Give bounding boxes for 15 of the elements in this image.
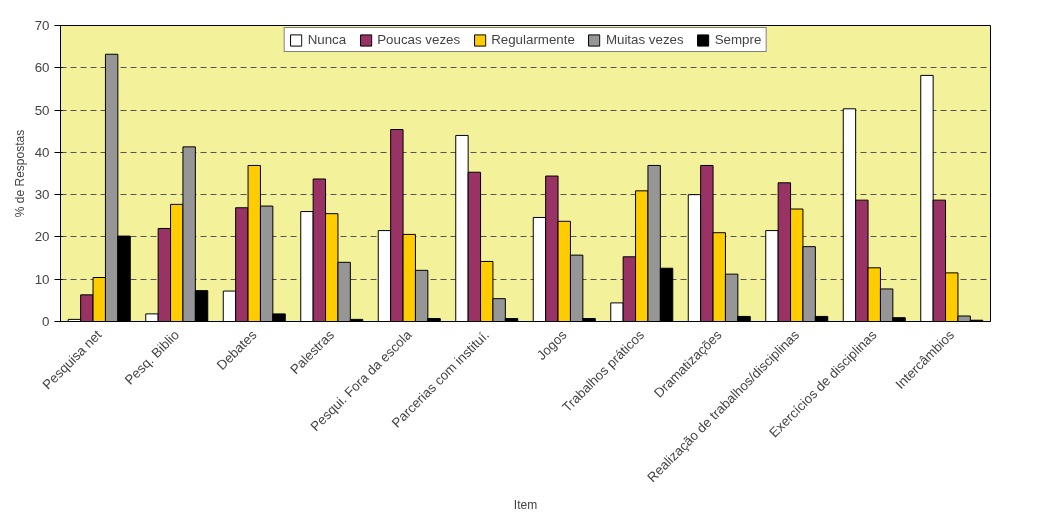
y-tick-label: 0 xyxy=(42,314,50,329)
y-tick-label: 10 xyxy=(34,271,50,287)
legend-label: Sempre xyxy=(714,32,762,47)
y-tick-label: 20 xyxy=(34,229,50,245)
legend-label: Poucas vezes xyxy=(377,32,461,47)
legend-label: Regularmente xyxy=(491,32,575,47)
legend-label: Nunca xyxy=(307,32,347,47)
y-tick-label: 30 xyxy=(34,187,50,203)
y-tick-label: 40 xyxy=(34,144,50,160)
y-tick-label: 70 xyxy=(34,18,50,33)
y-axis-title: % de Respostas xyxy=(12,129,27,218)
x-axis-title: Item xyxy=(513,498,538,513)
y-tick-label: 50 xyxy=(34,102,50,118)
legend-label: Muitas vezes xyxy=(605,32,684,47)
y-tick-label: 60 xyxy=(34,60,50,76)
